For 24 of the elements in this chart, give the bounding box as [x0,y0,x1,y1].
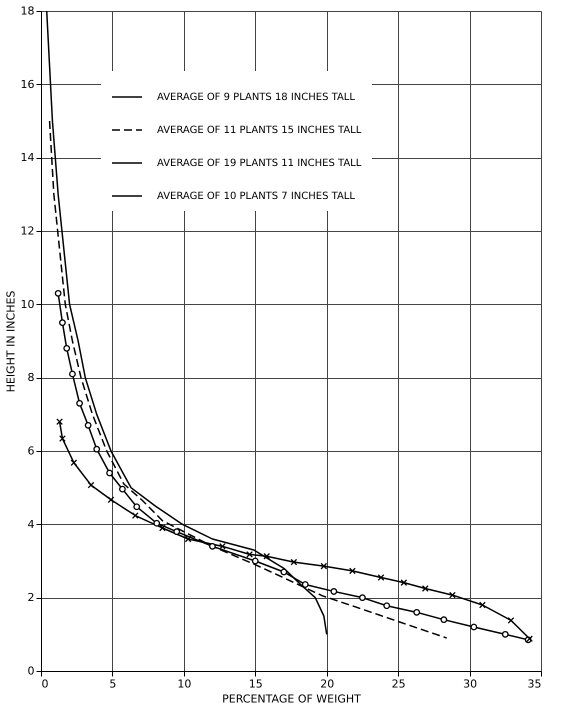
x-tick-label: 5 [109,678,116,690]
y-tick-label: 18 [20,4,34,18]
y-tick-label: 2 [28,591,34,604]
y-tick-label: 16 [20,78,34,91]
legend-label: AVERAGE OF 19 PLANTS 11 INCHES TALL [157,158,362,169]
legend-label: AVERAGE OF 11 PLANTS 15 INCHES TALL [157,125,362,136]
x-tick-label: 30 [463,678,478,690]
x-tick-label: 35 [528,678,542,690]
y-axis-title: HEIGHT IN INCHES [4,290,18,392]
y-tick-label: 10 [20,298,34,311]
x-tick-label: 20 [320,678,334,690]
y-tick-label: 14 [20,151,34,164]
y-tick-label: 12 [20,224,34,238]
y-tick-label: 8 [28,371,34,384]
y-tick-label: 0 [28,664,34,678]
y-tick-label: 6 [28,444,34,458]
x-tick-label: 15 [248,678,263,690]
legend-label: AVERAGE OF 9 PLANTS 18 INCHES TALL [157,92,356,103]
x-axis-title: PERCENTAGE OF WEIGHT [222,692,362,706]
x-tick-label: 0 [42,678,48,690]
x-tick-label: 25 [392,678,406,690]
legend-label: AVERAGE OF 10 PLANTS 7 INCHES TALL [157,191,356,202]
x-tick-label: 10 [177,678,192,690]
y-tick-label: 4 [28,518,34,531]
